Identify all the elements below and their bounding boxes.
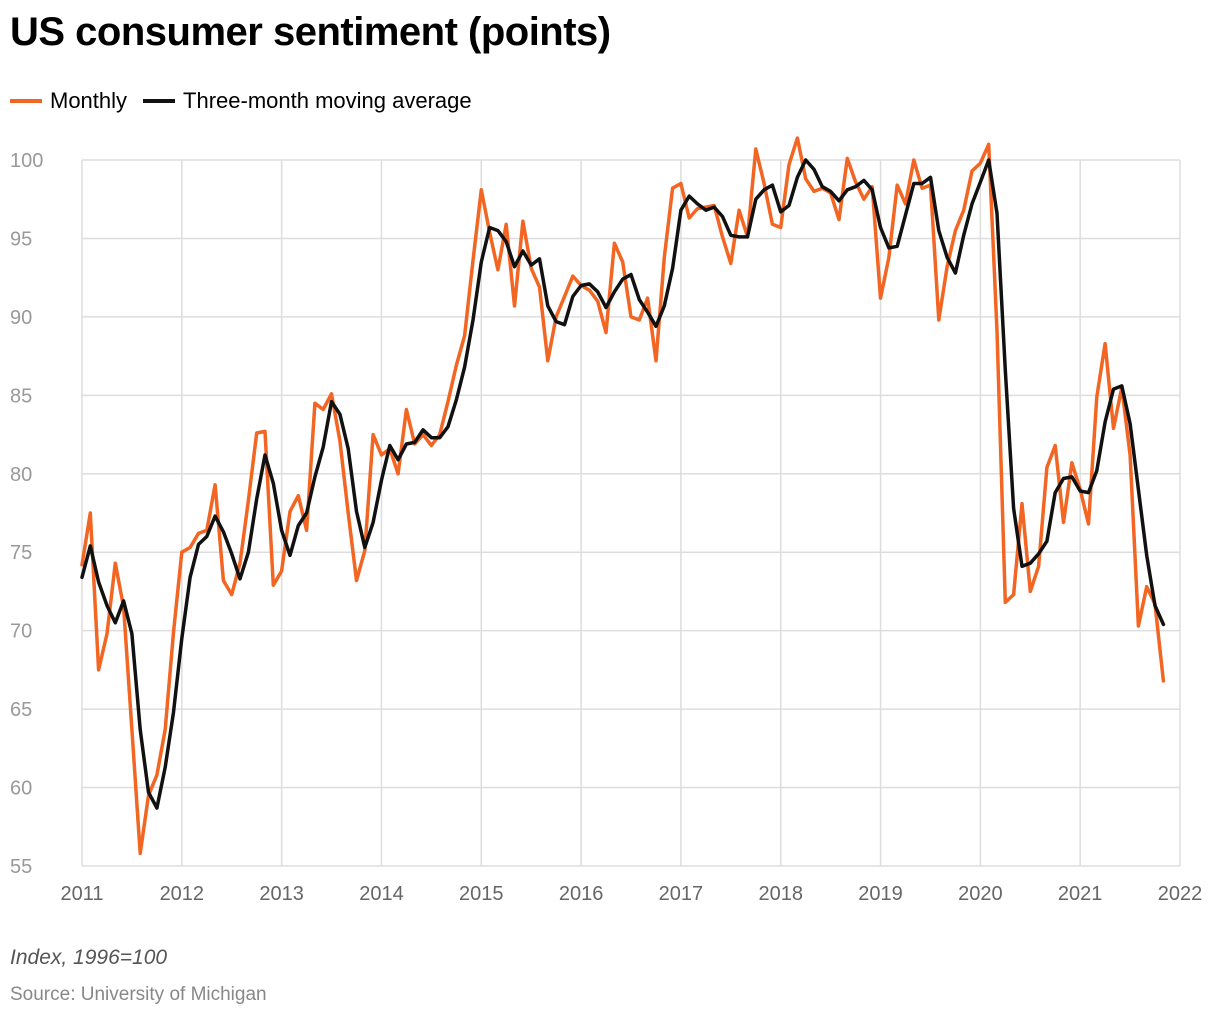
x-tick-label: 2013 [259, 883, 304, 905]
y-tick-label: 80 [10, 464, 32, 486]
x-tick-label: 2020 [958, 883, 1003, 905]
y-axis: 55 60 65 70 75 80 85 90 95 100 [10, 150, 43, 878]
series-line-monthly [80, 136, 1166, 856]
x-tick-label: 2017 [659, 883, 704, 905]
y-tick-label: 70 [10, 621, 32, 643]
x-tick-label: 2021 [1058, 883, 1103, 905]
x-tick-label: 2022 [1158, 883, 1203, 905]
y-tick-label: 95 [10, 228, 32, 250]
y-tick-label: 65 [10, 699, 32, 721]
legend-swatch-monthly [10, 99, 42, 103]
y-tick-label: 60 [10, 778, 32, 800]
x-tick-label: 2016 [559, 883, 604, 905]
chart-title: US consumer sentiment (points) [10, 10, 611, 54]
legend-label-monthly: Monthly [50, 88, 128, 113]
legend-item-moving-average: Three-month moving average [143, 88, 472, 114]
source-note: Source: University of Michigan [10, 984, 267, 1005]
legend-item-monthly: Monthly [10, 88, 127, 114]
y-tick-label: 90 [10, 307, 32, 329]
legend-label-moving-average: Three-month moving average [183, 88, 472, 113]
legend-swatch-moving-average [143, 99, 176, 103]
series-line-moving-average [80, 158, 1166, 810]
x-tick-label: 2014 [359, 883, 404, 905]
y-tick-label: 75 [10, 542, 32, 564]
x-tick-label: 2019 [858, 883, 903, 905]
y-tick-label: 55 [10, 856, 32, 878]
x-tick-label: 2018 [758, 883, 803, 905]
x-axis: 2011 2012 2013 2014 2015 2016 2017 2018 2019 2020… [60, 883, 1202, 905]
x-tick-label: 2011 [60, 883, 103, 905]
x-tick-label: 2012 [160, 883, 205, 905]
x-tick-label: 2015 [459, 883, 504, 905]
y-tick-label: 100 [10, 150, 43, 172]
series-lines [80, 136, 1166, 856]
footnote-index: Index, 1996=100 [10, 946, 168, 969]
legend: Monthly Three-month moving average [10, 88, 488, 114]
y-tick-label: 85 [10, 385, 32, 407]
